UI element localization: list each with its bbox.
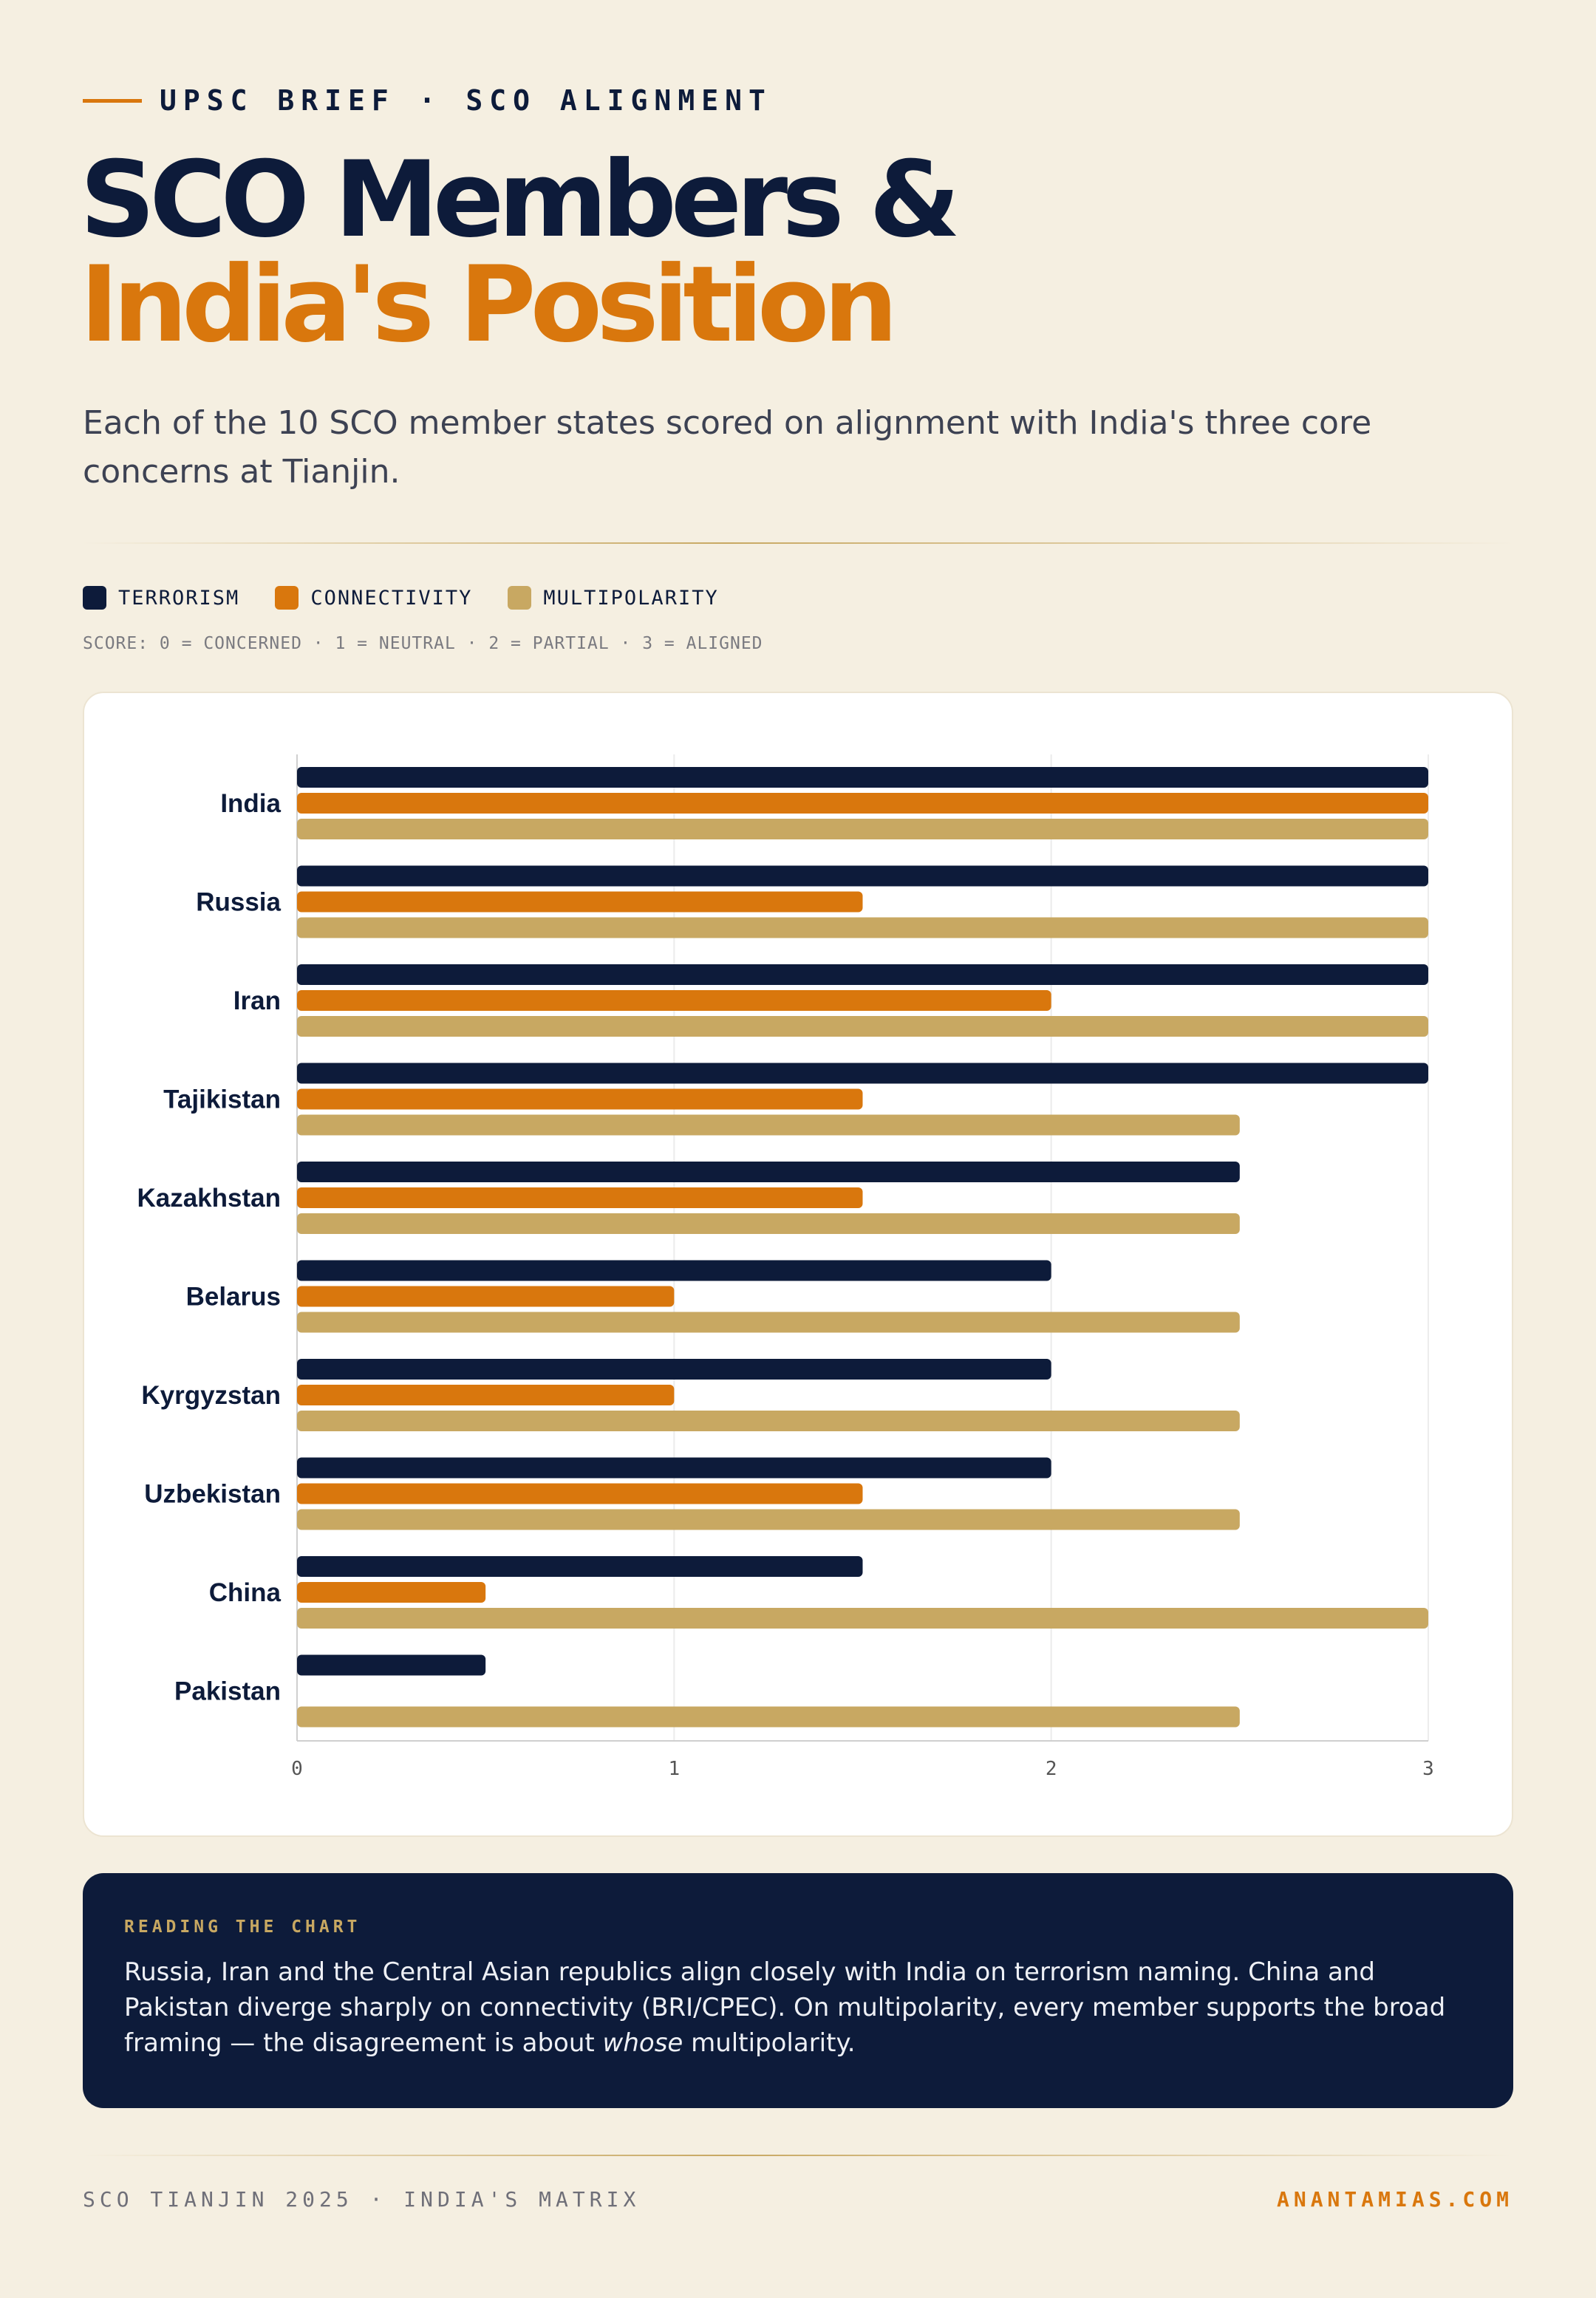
bar-belarus-connectivity: [297, 1286, 675, 1307]
legend-label-connectivity: CONNECTIVITY: [310, 586, 473, 610]
category-label-uzbekistan: Uzbekistan: [144, 1480, 281, 1509]
bar-belarus-multipolarity: [297, 1312, 1240, 1333]
bar-tajikistan-multipolarity: [297, 1114, 1240, 1136]
bar-kyrgyzstan-terrorism: [297, 1359, 1051, 1380]
category-label-china: China: [209, 1578, 282, 1607]
bar-russia-connectivity: [297, 891, 863, 913]
legend-item-terrorism: TERRORISM: [83, 586, 239, 610]
legend-swatch-connectivity: [275, 586, 299, 610]
bar-china-terrorism: [297, 1556, 863, 1577]
page-title: SCO Members & India's Position: [80, 139, 961, 366]
bar-kazakhstan-multipolarity: [297, 1213, 1240, 1234]
bar-india-multipolarity: [297, 819, 1428, 839]
x-tick-label-1: 1: [669, 1758, 681, 1780]
bar-russia-multipolarity: [297, 917, 1428, 938]
bar-china-connectivity: [297, 1582, 486, 1603]
category-label-pakistan: Pakistan: [174, 1677, 281, 1706]
note-text-emphasis: whose: [602, 2028, 683, 2058]
subtitle: Each of the 10 SCO member states scored …: [83, 404, 1372, 491]
bar-pakistan-terrorism: [297, 1654, 486, 1676]
category-label-iran: Iran: [233, 986, 281, 1015]
reading-note-text: Russia, Iran and the Central Asian repub…: [124, 1954, 1472, 2061]
chart-card: 0 1 2 3 India Russia Iran Tajikistan Kazakhstan B…: [83, 692, 1513, 1837]
note-text-before: Russia, Iran and the Central Asian repub…: [124, 1957, 1446, 2058]
legend-swatch-multipolarity: [508, 586, 532, 610]
bar-tajikistan-connectivity: [297, 1088, 863, 1110]
legend-swatch-terrorism: [83, 586, 106, 610]
reading-note-label: READING THE CHART: [124, 1917, 361, 1937]
bar-belarus-terrorism: [297, 1260, 1051, 1281]
footer-right: ANANTAMIAS.COM: [1276, 2187, 1513, 2212]
legend-item-multipolarity: MULTIPOLARITY: [508, 586, 718, 610]
title-line-2: India's Position: [80, 244, 898, 366]
score-scale-note: SCORE: 0 = CONCERNED · 1 = NEUTRAL · 2 =…: [83, 634, 763, 653]
chart-legend: TERRORISM CONNECTIVITY MULTIPOLARITY: [83, 586, 754, 610]
legend-item-connectivity: CONNECTIVITY: [275, 586, 472, 610]
bar-kyrgyzstan-multipolarity: [297, 1411, 1240, 1431]
footer-left: SCO TIANJIN 2025 · INDIA'S MATRIX: [83, 2187, 641, 2212]
legend-label-terrorism: TERRORISM: [118, 586, 240, 610]
category-label-kazakhstan: Kazakhstan: [137, 1184, 281, 1213]
legend-label-multipolarity: MULTIPOLARITY: [543, 586, 719, 610]
bar-russia-terrorism: [297, 865, 1428, 887]
x-tick-label-0: 0: [291, 1758, 303, 1780]
bar-iran-multipolarity: [297, 1016, 1428, 1037]
category-label-tajikistan: Tajikistan: [163, 1085, 281, 1114]
divider-top: [83, 542, 1513, 544]
reading-note-card: READING THE CHART Russia, Iran and the C…: [83, 1873, 1513, 2108]
x-tick-label-3: 3: [1422, 1758, 1434, 1780]
eyebrow-text: UPSC BRIEF · SCO ALIGNMENT: [160, 84, 772, 117]
bar-pakistan-multipolarity: [297, 1706, 1240, 1728]
bar-iran-connectivity: [297, 990, 1051, 1011]
bar-uzbekistan-terrorism: [297, 1457, 1051, 1479]
category-label-india: India: [220, 789, 281, 818]
bar-tajikistan-terrorism: [297, 1063, 1428, 1084]
bar-kazakhstan-connectivity: [297, 1187, 863, 1208]
category-label-belarus: Belarus: [186, 1283, 281, 1312]
bar-uzbekistan-multipolarity: [297, 1509, 1240, 1530]
bar-uzbekistan-connectivity: [297, 1483, 863, 1504]
bar-kyrgyzstan-connectivity: [297, 1385, 675, 1405]
note-text-after: multipolarity.: [683, 2028, 856, 2058]
bar-iran-terrorism: [297, 964, 1428, 985]
eyebrow-accent-line: [83, 98, 142, 103]
bar-chart: 0 1 2 3 India Russia Iran Tajikistan Kazakhstan B…: [137, 754, 1434, 1780]
x-tick-label-2: 2: [1046, 1758, 1057, 1780]
category-label-kyrgyzstan: Kyrgyzstan: [141, 1381, 281, 1410]
bar-india-connectivity: [297, 793, 1428, 814]
category-label-russia: Russia: [196, 888, 281, 917]
bar-kazakhstan-terrorism: [297, 1162, 1240, 1182]
title-line-1: SCO Members &: [80, 139, 961, 261]
bar-india-terrorism: [297, 767, 1428, 788]
eyebrow: UPSC BRIEF · SCO ALIGNMENT: [83, 84, 772, 117]
divider-bottom: [83, 2155, 1513, 2156]
bar-china-multipolarity: [297, 1608, 1428, 1629]
